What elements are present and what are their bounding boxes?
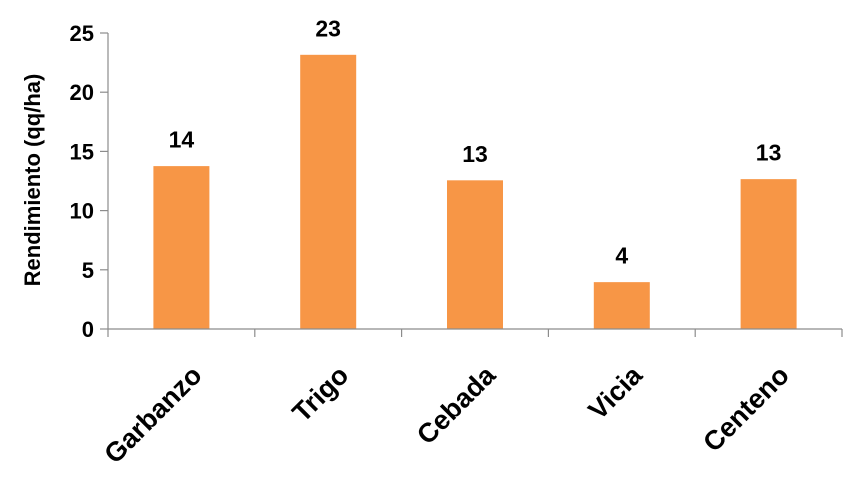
data-label: 23 [315, 15, 341, 41]
y-tick-label: 10 [70, 199, 94, 224]
y-axis: 0 5 10 15 20 25 [70, 21, 109, 342]
bars [152, 53, 798, 330]
y-tick-label: 25 [70, 21, 94, 46]
bar-vicia [592, 281, 651, 330]
data-label: 14 [169, 127, 195, 153]
y-tick-label: 5 [82, 258, 94, 283]
x-tick-label: Garbanzo [98, 360, 207, 469]
bar-cebada [446, 179, 504, 330]
x-tick-label: Centeno [697, 360, 795, 458]
x-tick-label: Vicia [583, 359, 649, 425]
data-labels: 14 23 13 4 13 [169, 15, 782, 268]
x-tick-label: Trigo [287, 360, 355, 428]
x-tick-label: Cebada [411, 359, 502, 450]
y-axis-label: Rendimiento (qq/ha) [20, 74, 45, 287]
y-tick-label: 20 [70, 80, 94, 105]
bar-garbanzo [152, 165, 211, 330]
bar-trigo [299, 53, 358, 330]
data-label: 13 [462, 141, 488, 167]
y-tick-label: 0 [82, 317, 94, 342]
data-label: 4 [615, 243, 628, 269]
data-label: 13 [756, 140, 782, 166]
x-axis: Garbanzo Trigo Cebada Vicia Centeno [98, 328, 843, 469]
bar-centeno [739, 178, 798, 330]
y-tick-label: 15 [70, 139, 94, 164]
